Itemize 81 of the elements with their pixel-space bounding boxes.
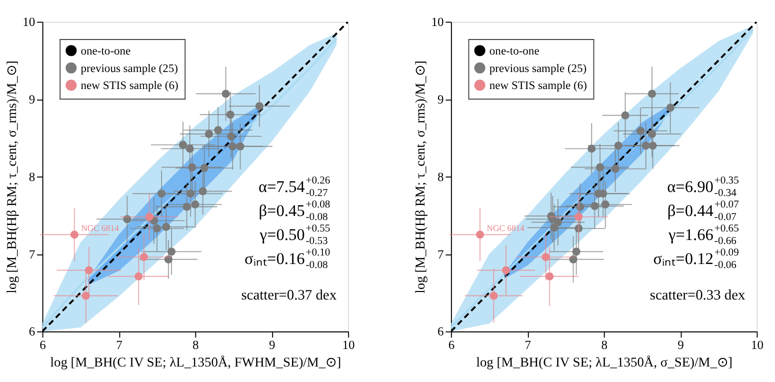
point bbox=[546, 272, 554, 280]
point bbox=[596, 163, 604, 172]
y-tick-label: 8 bbox=[28, 170, 36, 184]
point bbox=[140, 253, 148, 262]
point bbox=[186, 144, 194, 153]
x-tick-label: 7 bbox=[524, 338, 532, 352]
x-tick-label: 6 bbox=[448, 338, 455, 352]
x-axis-title: log [M_BH(C IV SE; λL_1350Å, FWHM_SE)/M_⊙] bbox=[50, 354, 342, 370]
point bbox=[601, 200, 610, 208]
y-tick-label: 6 bbox=[28, 324, 36, 339]
legend-label: new STIS sample (6) bbox=[80, 80, 178, 92]
y-tick-label: 10 bbox=[22, 15, 36, 30]
point bbox=[226, 110, 234, 119]
y-tick-label: 9 bbox=[438, 92, 444, 106]
annotation: scatter=0.37 dex bbox=[241, 288, 338, 304]
point bbox=[542, 253, 550, 262]
point bbox=[204, 130, 213, 138]
point bbox=[182, 202, 191, 211]
legend-label: new STIS sample (6) bbox=[489, 80, 588, 92]
annotation: NGC 6814 bbox=[81, 222, 120, 233]
point bbox=[666, 104, 674, 112]
point bbox=[191, 200, 200, 208]
y-axis-title: log [M_BH(Hβ RM; τ_cent, σ_rms)/M_⊙] bbox=[412, 60, 428, 294]
point bbox=[642, 142, 650, 150]
x-tick-label: 10 bbox=[750, 338, 764, 352]
y-tick-label: 6 bbox=[438, 324, 444, 339]
y-tick-label: 9 bbox=[28, 92, 36, 106]
point bbox=[200, 164, 208, 172]
y-tick-label: 7 bbox=[28, 247, 36, 262]
point bbox=[554, 218, 562, 226]
point bbox=[590, 202, 599, 210]
y-tick-label: 8 bbox=[438, 170, 444, 184]
annotation: scatter=0.33 dex bbox=[650, 288, 746, 304]
point bbox=[502, 266, 510, 274]
point bbox=[134, 272, 143, 280]
point bbox=[648, 142, 657, 150]
point bbox=[82, 292, 90, 300]
point bbox=[236, 142, 244, 150]
point bbox=[550, 224, 558, 232]
point bbox=[228, 142, 237, 150]
point bbox=[145, 212, 154, 221]
point bbox=[186, 190, 195, 198]
point bbox=[611, 164, 620, 173]
point bbox=[158, 190, 166, 198]
point bbox=[178, 140, 187, 149]
point bbox=[70, 230, 78, 239]
y-tick-label: 7 bbox=[438, 247, 444, 262]
y-tick-label: 10 bbox=[431, 15, 444, 30]
point bbox=[574, 212, 583, 221]
x-tick-label: 8 bbox=[601, 338, 608, 352]
point bbox=[588, 144, 596, 153]
point bbox=[162, 222, 170, 231]
point bbox=[222, 90, 230, 98]
legend-label: previous sample (25) bbox=[489, 62, 587, 75]
point bbox=[227, 132, 236, 140]
x-tick-label: 9 bbox=[268, 338, 276, 352]
point bbox=[476, 230, 484, 239]
point bbox=[648, 130, 656, 138]
x-axis-title: log [M_BH(C IV SE; λL_1350Å, σ_SE)/M_⊙] bbox=[476, 354, 732, 370]
point bbox=[167, 248, 176, 256]
legend-label: previous sample (25) bbox=[80, 62, 178, 75]
point bbox=[84, 266, 93, 274]
point bbox=[198, 187, 207, 196]
x-tick-label: 7 bbox=[116, 338, 122, 352]
y-axis-title: log [M_BH(Hβ RM; τ_cent, σ_rms)/M_⊙] bbox=[4, 60, 19, 294]
x-tick-label: 10 bbox=[342, 338, 355, 352]
point bbox=[621, 111, 630, 120]
x-tick-label: 8 bbox=[192, 338, 199, 352]
point bbox=[188, 163, 196, 172]
point bbox=[636, 126, 645, 135]
point bbox=[614, 142, 622, 150]
x-tick-label: 9 bbox=[678, 338, 684, 352]
legend-label: one-to-one bbox=[489, 45, 540, 58]
point bbox=[152, 224, 161, 232]
point bbox=[490, 292, 498, 300]
x-tick-label: 6 bbox=[40, 338, 46, 352]
point bbox=[214, 126, 222, 134]
point bbox=[648, 90, 656, 98]
point bbox=[255, 102, 264, 110]
legend-label: one-to-one bbox=[80, 45, 131, 58]
point bbox=[572, 248, 580, 256]
